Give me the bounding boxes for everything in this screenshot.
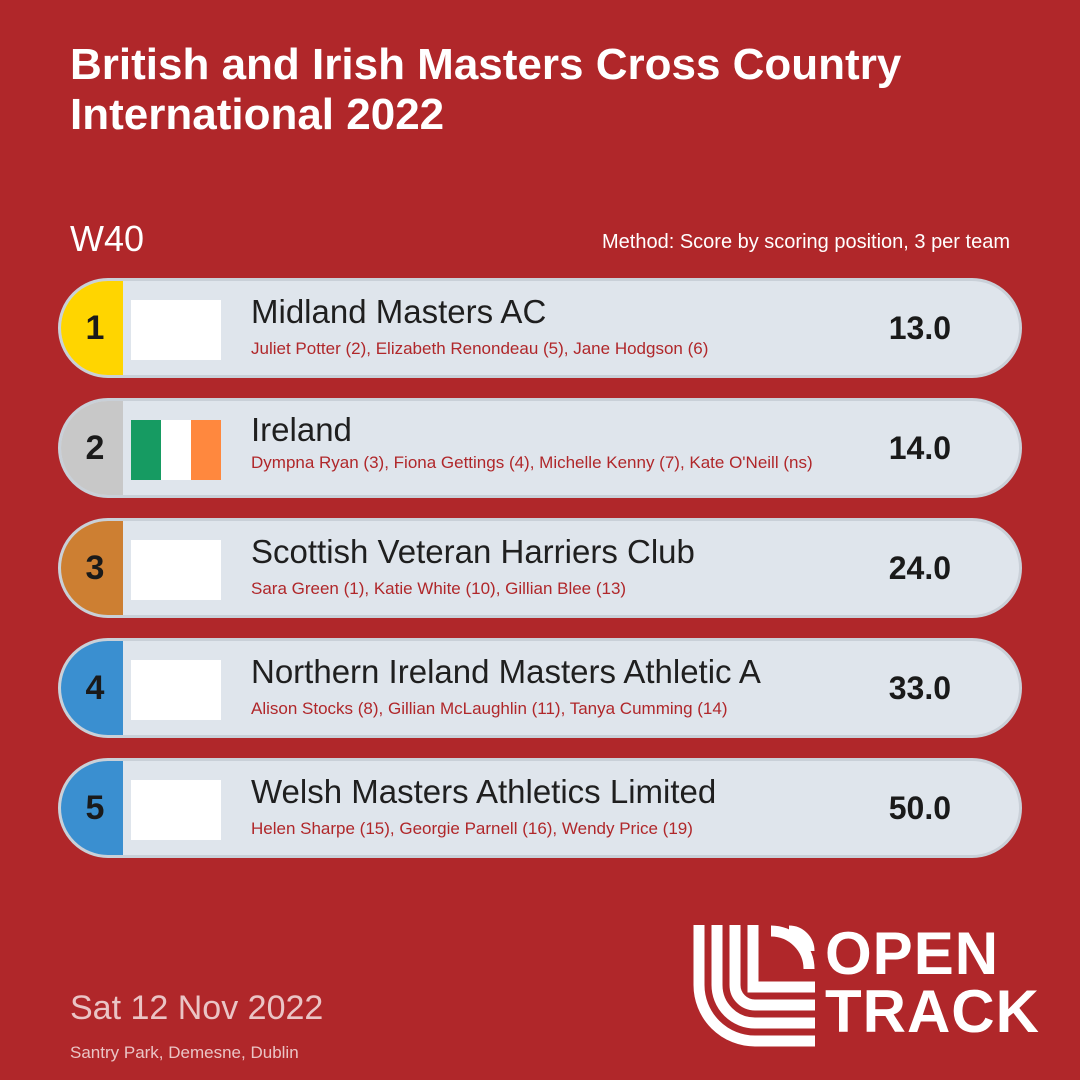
team-score: 50.0: [888, 789, 951, 826]
logo-wordmark: OPEN TRACK: [825, 920, 1055, 1045]
team-name: Ireland: [251, 411, 352, 448]
result-row-4: 4 Northern Ireland Masters Athletic A Al…: [58, 638, 1022, 738]
flag-stripe: [131, 660, 221, 720]
flag-stripe: [131, 780, 221, 840]
flag-stripe: [131, 540, 221, 600]
team-flag: [131, 660, 221, 720]
team-flag: [131, 780, 221, 840]
result-row-1: 1 Midland Masters AC Juliet Potter (2), …: [58, 278, 1022, 378]
event-venue: Santry Park, Demesne, Dublin: [70, 1043, 299, 1062]
result-row-5: 5 Welsh Masters Athletics Limited Helen …: [58, 758, 1022, 858]
logo-line-open: OPEN: [825, 920, 1000, 987]
position-badge: 2: [61, 401, 123, 495]
opentrack-logo: OPEN TRACK: [693, 920, 1055, 1047]
position-badge: 5: [61, 761, 123, 855]
event-date: Sat 12 Nov 2022: [70, 989, 324, 1027]
team-members: Alison Stocks (8), Gillian McLaughlin (1…: [251, 699, 728, 718]
logo-line-track: TRACK: [825, 978, 1040, 1045]
result-row-2: 2 Ireland Dympna Ryan (3), Fiona Getting…: [58, 398, 1022, 498]
team-members: Juliet Potter (2), Elizabeth Renondeau (…: [251, 339, 709, 358]
team-score: 13.0: [888, 309, 951, 346]
page-title: British and Irish Masters Cross Country …: [70, 40, 902, 139]
position-badge: 3: [61, 521, 123, 615]
team-name: Midland Masters AC: [251, 293, 547, 330]
category-label: W40: [70, 218, 145, 259]
team-members: Dympna Ryan (3), Fiona Gettings (4), Mic…: [251, 453, 813, 472]
flag-stripe: [161, 420, 191, 480]
scoring-method: Method: Score by scoring position, 3 per…: [602, 231, 1010, 253]
position-badge: 1: [61, 281, 123, 375]
team-name: Welsh Masters Athletics Limited: [251, 773, 717, 810]
results-list: 1 Midland Masters AC Juliet Potter (2), …: [58, 278, 1022, 878]
team-score: 14.0: [888, 429, 951, 466]
position-badge: 4: [61, 641, 123, 735]
flag-stripe: [191, 420, 221, 480]
opentrack-stripes-icon: [693, 925, 815, 1047]
team-score: 24.0: [888, 549, 951, 586]
team-flag: [131, 540, 221, 600]
team-members: Helen Sharpe (15), Georgie Parnell (16),…: [251, 819, 693, 838]
team-name: Scottish Veteran Harriers Club: [251, 533, 695, 570]
ireland-flag: [131, 420, 221, 480]
flag-stripe: [131, 420, 161, 480]
team-score: 33.0: [888, 669, 951, 706]
flag-stripe: [131, 300, 221, 360]
team-members: Sara Green (1), Katie White (10), Gillia…: [251, 579, 627, 598]
team-name: Northern Ireland Masters Athletic A: [251, 653, 761, 690]
team-flag: [131, 300, 221, 360]
result-row-3: 3 Scottish Veteran Harriers Club Sara Gr…: [58, 518, 1022, 618]
